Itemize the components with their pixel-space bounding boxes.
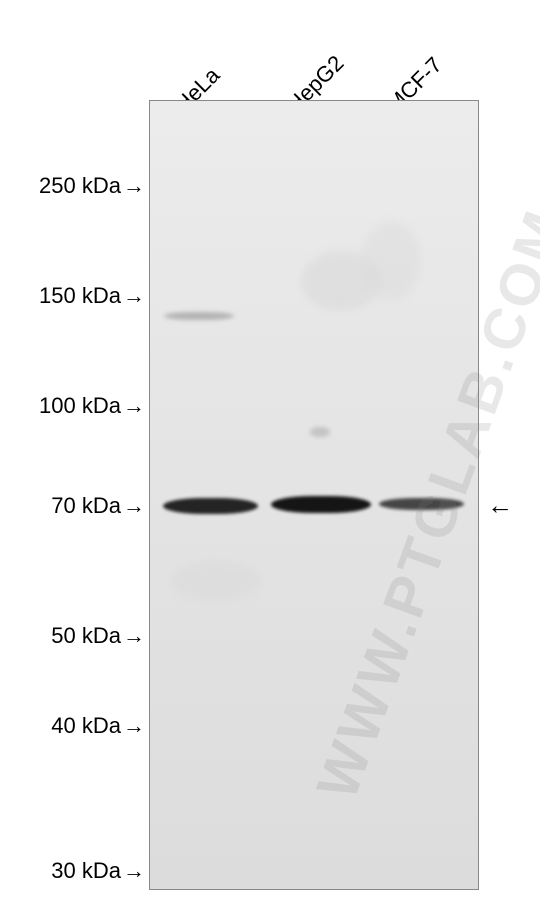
band-hepg2-70 (271, 496, 371, 513)
mw-label-text: 70 kDa (51, 493, 121, 518)
figure-container: HeLa HepG2 MCF-7 250 kDa→ 150 kDa→ 100 k… (0, 0, 540, 903)
arrow-icon: → (123, 713, 145, 739)
mw-label-text: 30 kDa (51, 858, 121, 883)
band-hela-70 (163, 498, 258, 514)
arrow-icon: → (123, 393, 145, 419)
target-arrow-icon: ← (487, 490, 513, 521)
faint-band (310, 427, 330, 437)
mw-label-250: 250 kDa→ (39, 173, 145, 199)
mw-label-text: 100 kDa (39, 393, 121, 418)
arrow-icon: → (123, 173, 145, 199)
mw-label-30: 30 kDa→ (51, 858, 145, 884)
blot-smudge (171, 561, 261, 601)
arrow-icon: → (123, 283, 145, 309)
blot-smudge (361, 221, 421, 301)
mw-label-100: 100 kDa→ (39, 393, 145, 419)
mw-label-50: 50 kDa→ (51, 623, 145, 649)
arrow-left-icon: ← (487, 490, 513, 520)
mw-label-70: 70 kDa→ (51, 493, 145, 519)
blot-membrane (149, 100, 479, 890)
arrow-icon: → (123, 623, 145, 649)
mw-label-text: 40 kDa (51, 713, 121, 738)
mw-label-text: 50 kDa (51, 623, 121, 648)
mw-label-40: 40 kDa→ (51, 713, 145, 739)
mw-label-150: 150 kDa→ (39, 283, 145, 309)
mw-label-text: 150 kDa (39, 283, 121, 308)
blot-background (150, 101, 478, 889)
band-mcf7-70 (379, 498, 464, 510)
faint-band (164, 312, 234, 320)
arrow-icon: → (123, 493, 145, 519)
mw-label-text: 250 kDa (39, 173, 121, 198)
arrow-icon: → (123, 858, 145, 884)
